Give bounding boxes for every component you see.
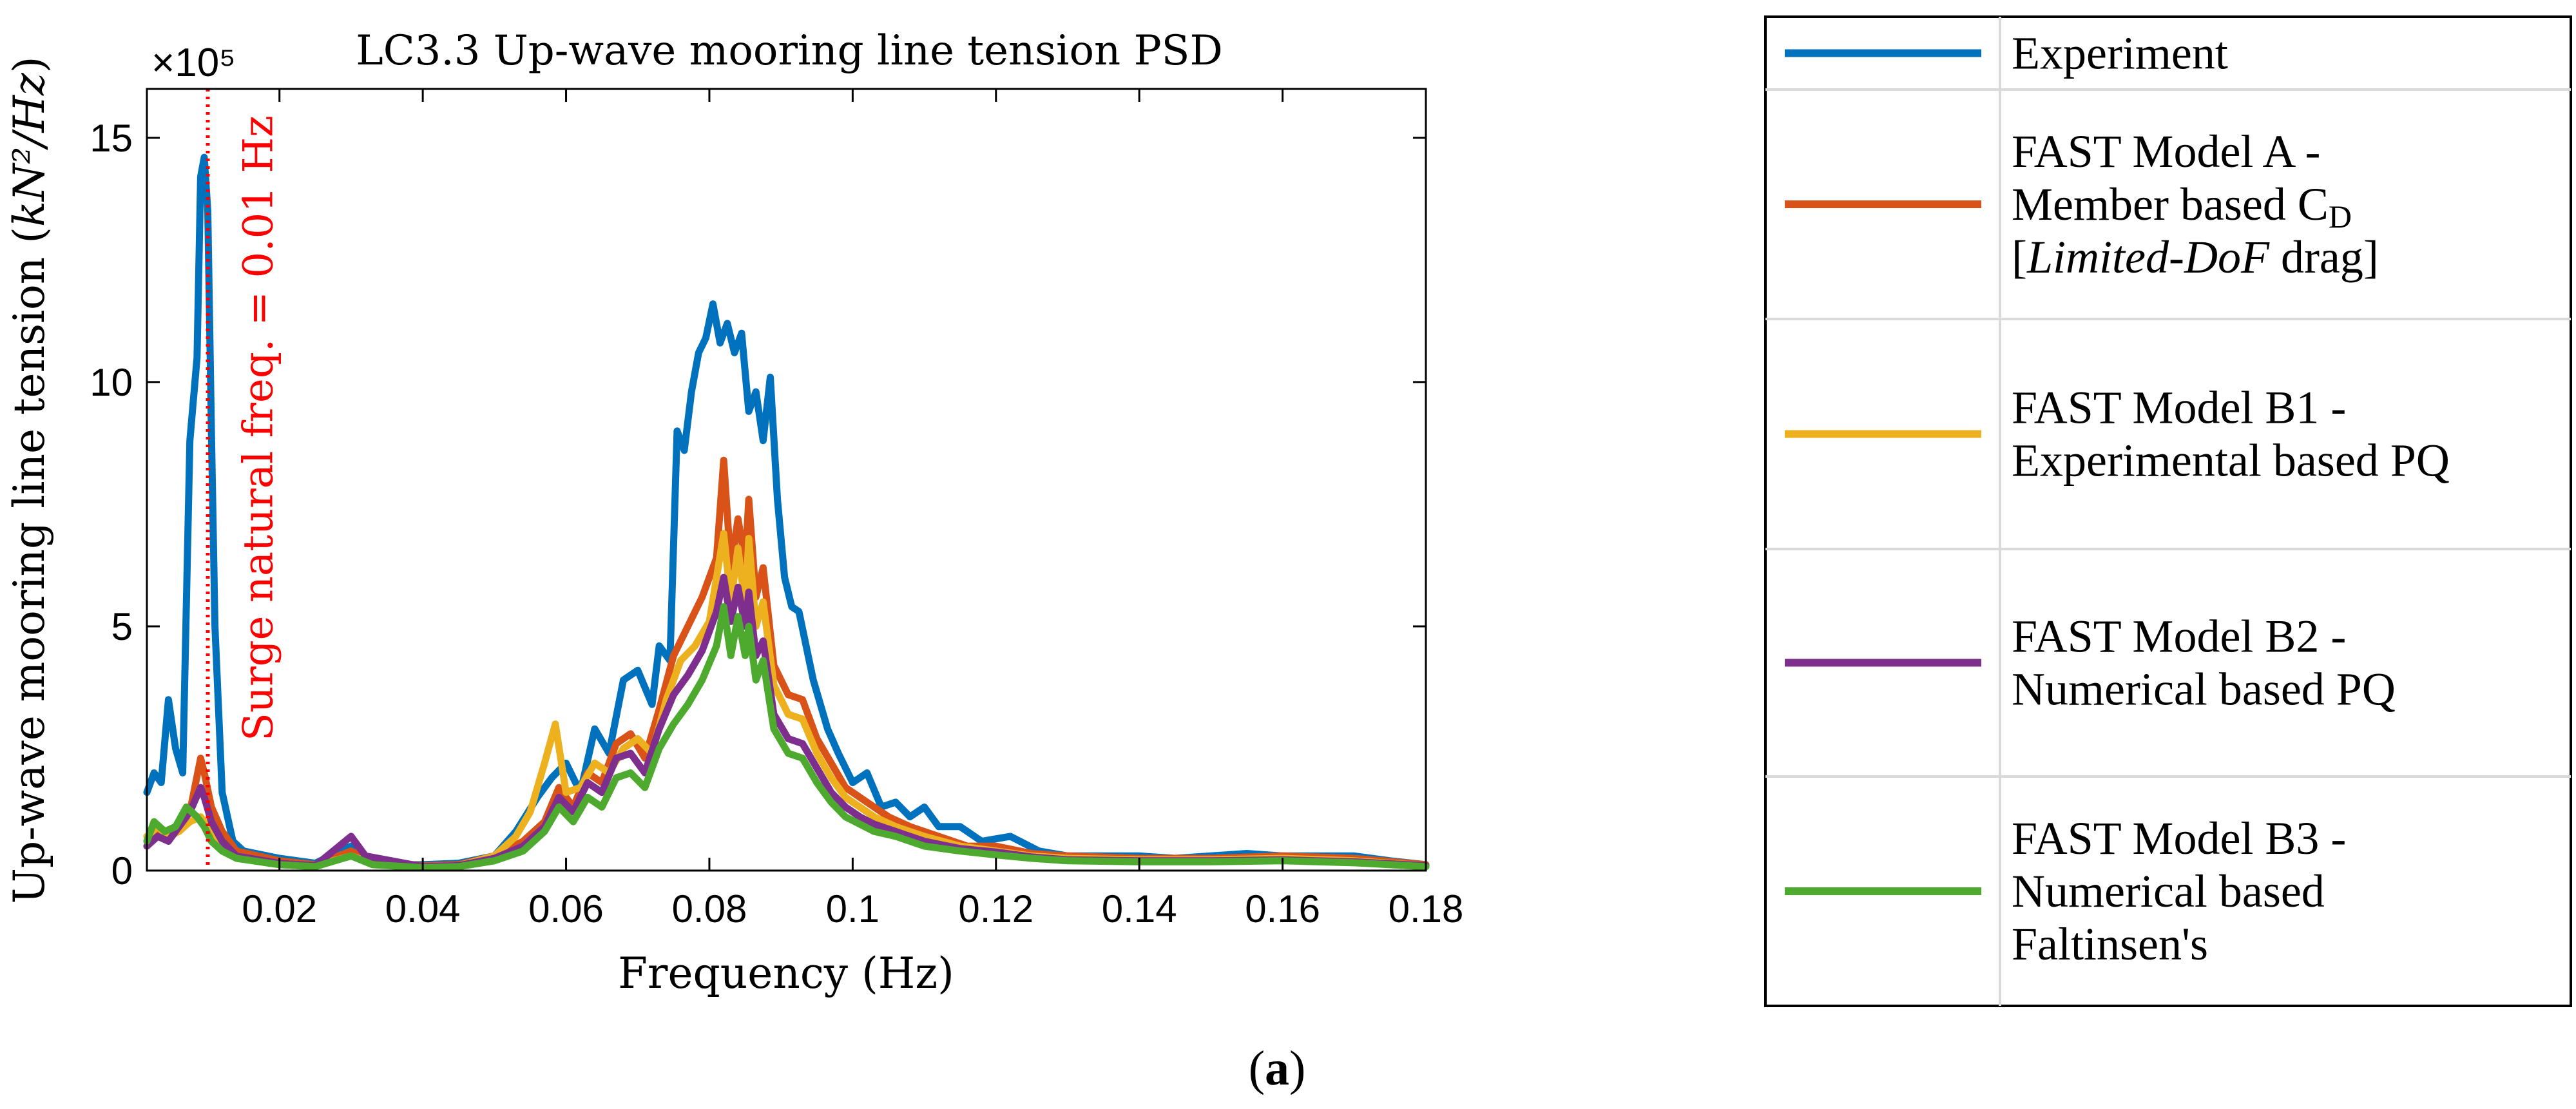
figure-caption: (a) bbox=[1249, 1041, 1306, 1095]
legend-label-1: Experiment bbox=[2012, 28, 2228, 79]
plot-area-frame bbox=[146, 88, 1427, 872]
legend-label-2: [Limited-DoF drag] bbox=[2012, 231, 2379, 283]
caption-close: ) bbox=[1289, 1041, 1305, 1095]
legend-label-4: FAST Model B2 - bbox=[2012, 611, 2346, 662]
series-line-1 bbox=[143, 153, 1430, 869]
x-tick-label: 0.14 bbox=[1102, 887, 1177, 931]
legend-label-2: FAST Model A - bbox=[2012, 126, 2320, 177]
legend-label-2: Member based CD bbox=[2012, 178, 2352, 235]
y-tick-label: 10 bbox=[90, 361, 133, 404]
legend-label-3: FAST Model B1 - bbox=[2012, 382, 2346, 434]
y-tick-label: 5 bbox=[111, 605, 133, 648]
legend-items: Experiment FAST Model A -Member based CD[… bbox=[1765, 17, 2571, 1006]
legend-label-5: Faltinsen's bbox=[2012, 918, 2208, 970]
caption-letter: a bbox=[1265, 1041, 1289, 1095]
ticks-layer: 0.02 0.04 0.06 0.08 0.1 0.12 0.14 0.16 0.18 0 5 10 1… bbox=[90, 89, 1463, 931]
surge-frequency-annotation: Surge natural freq. = 0.01 Hz bbox=[235, 115, 283, 741]
x-tick-label: 0.18 bbox=[1389, 887, 1464, 931]
legend-label-4: Numerical based PQ bbox=[2012, 664, 2396, 715]
y-axis-title: Up-wave mooring line tension (kN²/Hz) bbox=[5, 56, 54, 903]
x-tick-label: 0.1 bbox=[826, 887, 879, 931]
y-tick-label: 0 bbox=[111, 849, 133, 892]
x-tick-label: 0.08 bbox=[672, 887, 747, 931]
y-axis-title-unit: kN²/Hz bbox=[5, 72, 54, 227]
legend-label-5: FAST Model B3 - bbox=[2012, 813, 2346, 864]
legend: Experiment FAST Model A -Member based CD[… bbox=[1764, 15, 2572, 1007]
caption-open: ( bbox=[1249, 1041, 1265, 1095]
series-line-5 bbox=[143, 603, 1430, 871]
y-axis-title-close: ) bbox=[5, 56, 54, 73]
x-tick-label: 0.06 bbox=[528, 887, 604, 931]
y-axis-title-text: Up-wave mooring line tension ( bbox=[5, 227, 54, 904]
y-tick-label: 15 bbox=[90, 117, 133, 160]
x-tick-label: 0.12 bbox=[958, 887, 1033, 931]
series-line-2 bbox=[143, 456, 1430, 869]
series-line-4 bbox=[143, 574, 1430, 871]
legend-label-5: Numerical based bbox=[2012, 865, 2325, 917]
x-tick-label: 0.02 bbox=[242, 887, 317, 931]
x-tick-label: 0.16 bbox=[1245, 887, 1320, 931]
x-tick-label: 0.04 bbox=[385, 887, 461, 931]
x-axis-title: Frequency (Hz) bbox=[618, 949, 954, 998]
y-axis-multiplier: ×10⁵ bbox=[151, 41, 236, 85]
legend-frame bbox=[1764, 15, 2572, 1007]
legend-label-3: Experimental based PQ bbox=[2012, 435, 2450, 487]
chart-title: LC3.3 Up-wave mooring line tension PSD bbox=[356, 27, 1223, 75]
series-layer bbox=[143, 153, 1430, 871]
annotation-layer: Surge natural freq. = 0.01 Hz bbox=[206, 89, 283, 871]
